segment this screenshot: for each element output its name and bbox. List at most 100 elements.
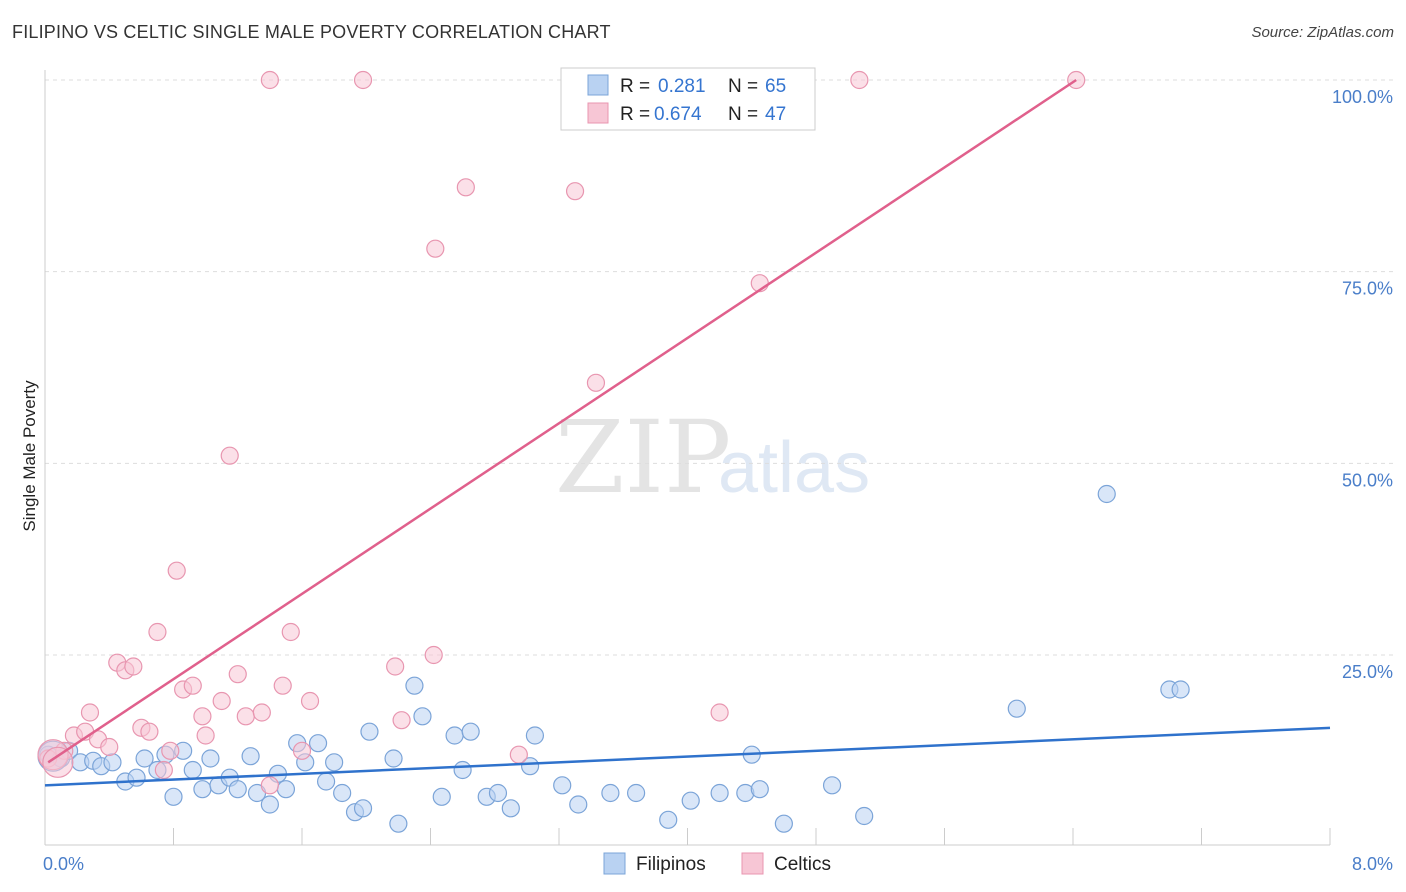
celtics-point-15	[167, 561, 186, 580]
celtics-point-30	[386, 657, 405, 676]
watermark-atlas: atlas	[718, 428, 870, 508]
celtics-point-46	[42, 746, 74, 778]
filipinos-point-56	[750, 780, 769, 799]
celtics-point-27	[281, 622, 300, 642]
celtics-point-41	[353, 70, 373, 90]
filipinos-points	[37, 484, 1190, 833]
celtics-point-40	[260, 70, 279, 90]
x-tick-labels: 0.0% 8.0%	[43, 854, 1393, 874]
celtics-point-32	[424, 645, 443, 665]
filipinos-point-12	[164, 787, 183, 806]
celtics-point-19	[196, 726, 215, 745]
celtics-point-35	[509, 745, 528, 764]
legend-r-value-1: 0.281	[658, 76, 706, 97]
filipinos-point-14	[183, 760, 202, 780]
filipinos-point-30	[333, 783, 352, 803]
y-tick-label-2: 75.0%	[1342, 279, 1393, 299]
watermark: ZIP atlas	[555, 399, 870, 516]
legend-r-value-2: 0.674	[654, 104, 702, 125]
filipinos-point-41	[461, 722, 480, 741]
celtics-point-4	[80, 703, 100, 722]
filipinos-point-50	[626, 783, 646, 803]
bottom-legend-swatch-filipinos	[603, 852, 626, 875]
y-axis-label: Single Male Poverty	[20, 380, 39, 532]
filipinos-point-60	[1007, 699, 1026, 718]
x-tick-label-max: 8.0%	[1352, 854, 1393, 874]
y-tick-label-1: 50.0%	[1342, 470, 1393, 490]
y-tick-label-0: 25.0%	[1342, 662, 1393, 682]
celtics-trend-line	[47, 78, 1077, 764]
filipinos-point-28	[316, 772, 336, 791]
filipinos-point-35	[384, 749, 403, 768]
stats-legend: R = 0.281 N = 65 R = 0.674 N = 47	[560, 67, 816, 131]
filipinos-point-46	[525, 726, 545, 745]
filipinos-point-15	[193, 780, 212, 799]
celtics-point-24	[252, 703, 271, 722]
filipinos-point-36	[405, 676, 424, 695]
legend-n-label-2: N =	[728, 104, 758, 125]
filipinos-point-59	[855, 806, 874, 826]
filipinos-point-61	[1097, 484, 1116, 504]
y-tick-label-3: 100.0%	[1332, 87, 1393, 107]
filipinos-point-53	[710, 783, 729, 803]
celtics-point-9	[124, 657, 143, 676]
legend-swatch-celtics	[587, 102, 609, 124]
filipinos-point-39	[445, 726, 464, 745]
bottom-legend-filipinos: Filipinos	[636, 854, 706, 875]
filipinos-point-47	[553, 776, 572, 795]
filipinos-point-19	[228, 780, 247, 799]
axes	[44, 70, 1331, 846]
celtics-point-11	[140, 722, 159, 741]
bottom-legend-celtics: Celtics	[774, 854, 831, 875]
y-tick-labels: 25.0% 50.0% 75.0% 100.0%	[1332, 87, 1393, 682]
filipinos-point-43	[488, 783, 508, 803]
celtics-point-38	[710, 703, 729, 722]
celtics-point-22	[228, 665, 247, 684]
bottom-legend-swatch-celtics	[741, 852, 764, 875]
filipinos-point-16	[201, 749, 220, 768]
filipinos-point-34	[389, 814, 408, 833]
filipinos-point-8	[127, 768, 146, 787]
filipinos-point-57	[774, 814, 793, 833]
celtics-points	[37, 70, 1086, 795]
filipinos-point-58	[822, 776, 842, 795]
gridlines	[45, 79, 1395, 656]
filipinos-point-49	[601, 783, 620, 803]
legend-swatch-filipinos	[587, 74, 609, 96]
celtics-point-37	[586, 373, 606, 392]
filipinos-point-29	[325, 753, 344, 772]
filipinos-point-51	[659, 810, 678, 829]
trend-lines	[44, 78, 1331, 787]
celtics-point-33	[426, 239, 445, 258]
celtics-point-36	[565, 182, 585, 201]
filipinos-point-48	[569, 795, 588, 814]
filipinos-point-45	[520, 757, 540, 776]
legend-n-value-2: 47	[765, 104, 786, 125]
filipinos-point-6	[103, 753, 122, 772]
celtics-point-31	[392, 711, 411, 730]
celtics-point-18	[193, 707, 212, 726]
filipinos-trend-line	[44, 726, 1331, 787]
filipinos-point-37	[413, 707, 432, 726]
legend-n-value-1: 65	[765, 76, 786, 97]
filipinos-point-9	[135, 749, 154, 768]
celtics-point-23	[236, 707, 255, 726]
filipinos-point-20	[241, 747, 260, 766]
celtics-point-43	[850, 70, 869, 90]
filipinos-point-38	[432, 787, 451, 806]
source-credit: Source: ZipAtlas.com	[1251, 24, 1394, 41]
celtics-point-12	[148, 622, 167, 642]
filipinos-point-22	[260, 795, 279, 814]
filipinos-point-27	[308, 734, 328, 753]
legend-n-label-1: N =	[728, 76, 758, 97]
legend-r-label-2: R =	[620, 104, 650, 125]
celtics-point-21	[220, 446, 239, 465]
celtics-point-20	[212, 691, 231, 711]
celtics-point-13	[154, 760, 173, 780]
x-tick-label-min: 0.0%	[43, 854, 84, 874]
celtics-point-6	[100, 737, 119, 757]
filipinos-point-24	[276, 780, 296, 799]
celtics-point-26	[273, 676, 292, 695]
filipinos-point-63	[1171, 680, 1190, 699]
